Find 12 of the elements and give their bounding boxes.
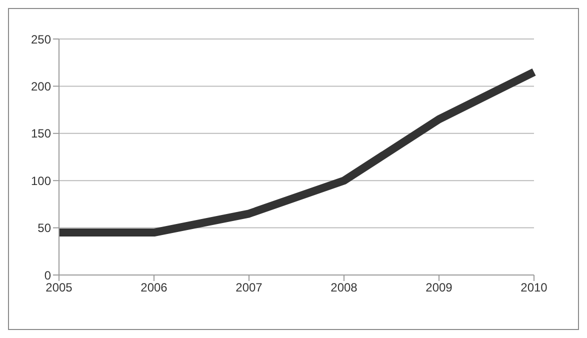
x-tick-label: 2006: [140, 280, 168, 295]
x-tick-label: 2009: [426, 280, 453, 295]
x-tick-label: 2007: [236, 280, 263, 295]
x-tick-label: 2010: [520, 280, 548, 295]
y-tick-label: 150: [30, 126, 52, 141]
x-tick-label: 2005: [46, 280, 73, 295]
y-tick-label: 250: [30, 32, 52, 46]
y-tick-label: 200: [30, 79, 52, 94]
x-tick-label: 2008: [330, 280, 358, 295]
y-tick-label: 0: [44, 268, 52, 282]
y-tick-label: 100: [30, 174, 52, 188]
y-tick-label: 50: [38, 221, 52, 236]
